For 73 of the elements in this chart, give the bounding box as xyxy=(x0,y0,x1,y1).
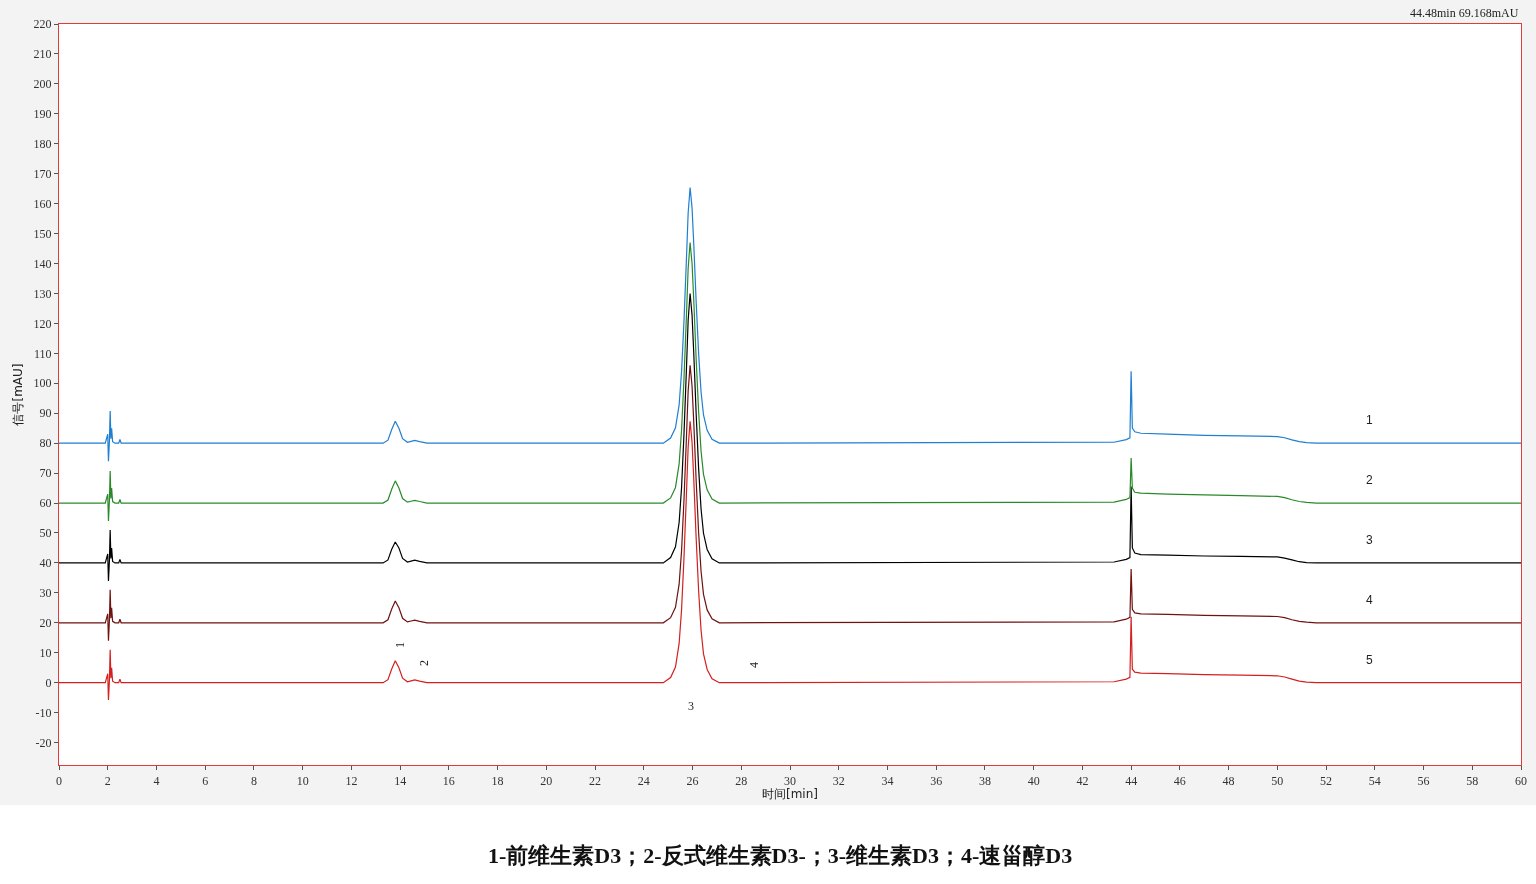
y-tick-label: 0 xyxy=(45,675,52,690)
x-tick-label: 10 xyxy=(296,773,309,788)
series-label: 5 xyxy=(1366,653,1373,667)
line-series xyxy=(59,292,1521,582)
series-label: 4 xyxy=(1366,593,1373,607)
y-tick-label: 80 xyxy=(39,436,52,451)
x-tick-label: 26 xyxy=(686,773,699,788)
y-tick-label: 140 xyxy=(33,256,52,271)
x-tick-label: 0 xyxy=(56,773,62,788)
series-label: 3 xyxy=(1366,533,1373,547)
series-label: 1 xyxy=(1366,413,1373,427)
x-tick-label: 50 xyxy=(1271,773,1284,788)
x-tick-label: 54 xyxy=(1368,773,1381,788)
x-tick-label: 22 xyxy=(589,773,602,788)
x-tick-label: 38 xyxy=(978,773,991,788)
x-tick-label: 30 xyxy=(784,773,796,788)
y-tick-label: 70 xyxy=(39,466,52,481)
y-tick-label: 90 xyxy=(39,406,52,421)
x-tick-label: 40 xyxy=(1027,773,1040,788)
annotation: 4 xyxy=(746,661,761,668)
text: 44.48min 69.168mAU xyxy=(1410,6,1519,20)
x-tick-label: 60 xyxy=(1515,773,1527,788)
y-tick-label: -20 xyxy=(35,735,52,750)
y-tick-label: 40 xyxy=(39,556,52,571)
text: 1-前维生素D3；2-反式维生素D3-；3-维生素D3；4-速甾醇D3 xyxy=(488,843,1073,868)
line-series xyxy=(59,186,1521,462)
y-tick-label: 180 xyxy=(33,136,52,151)
x-tick-label: 24 xyxy=(637,773,650,788)
x-tick-label: 52 xyxy=(1320,773,1333,788)
x-tick-label: 44 xyxy=(1125,773,1138,788)
x-tick-label: 28 xyxy=(735,773,748,788)
y-tick-label: 10 xyxy=(39,645,52,660)
series-label: 2 xyxy=(1366,473,1373,487)
x-tick-label: 36 xyxy=(930,773,943,788)
y-tick-label: 210 xyxy=(33,47,52,62)
x-tick-label: 14 xyxy=(394,773,407,788)
y-tick-label: 220 xyxy=(33,17,52,32)
annotation: 3 xyxy=(688,699,694,713)
y-tick-label: 60 xyxy=(39,496,52,511)
y-tick-label: 50 xyxy=(39,526,52,541)
x-tick-label: 2 xyxy=(104,773,111,788)
line-series xyxy=(59,241,1521,522)
x-tick-label: 12 xyxy=(345,773,358,788)
y-tick-label: 150 xyxy=(33,226,52,241)
x-tick-label: 34 xyxy=(881,773,894,788)
x-tick-label: 46 xyxy=(1173,773,1186,788)
y-tick-label: -10 xyxy=(35,705,52,720)
y-tick-label: 20 xyxy=(39,615,52,630)
x-tick-label: 42 xyxy=(1076,773,1089,788)
x-tick-label: 48 xyxy=(1222,773,1235,788)
x-tick-label: 4 xyxy=(153,773,160,788)
x-tick-label: 18 xyxy=(491,773,504,788)
y-tick-label: 110 xyxy=(33,346,52,361)
annotation: 1 xyxy=(393,642,408,649)
y-tick-label: 160 xyxy=(33,196,52,211)
line-series xyxy=(59,364,1521,642)
y-tick-label: 120 xyxy=(33,316,52,331)
y-tick-label: 170 xyxy=(33,166,52,181)
y-axis-title: 信号[mAU] xyxy=(10,363,25,426)
x-tick-label: 20 xyxy=(540,773,553,788)
x-tick-label: 16 xyxy=(442,773,455,788)
annotation: 2 xyxy=(417,659,432,666)
x-tick-label: 8 xyxy=(250,773,257,788)
y-tick-label: 30 xyxy=(39,586,52,601)
x-axis-title: 时间[min] xyxy=(762,787,818,802)
x-tick-label: 6 xyxy=(202,773,209,788)
y-tick-label: 130 xyxy=(33,286,52,301)
x-tick-label: 32 xyxy=(832,773,845,788)
y-tick-label: 100 xyxy=(33,376,52,391)
y-tick-label: 190 xyxy=(33,107,52,122)
y-tick-label: 200 xyxy=(33,77,52,92)
x-tick-label: 56 xyxy=(1417,773,1430,788)
x-tick-label: 58 xyxy=(1466,773,1479,788)
